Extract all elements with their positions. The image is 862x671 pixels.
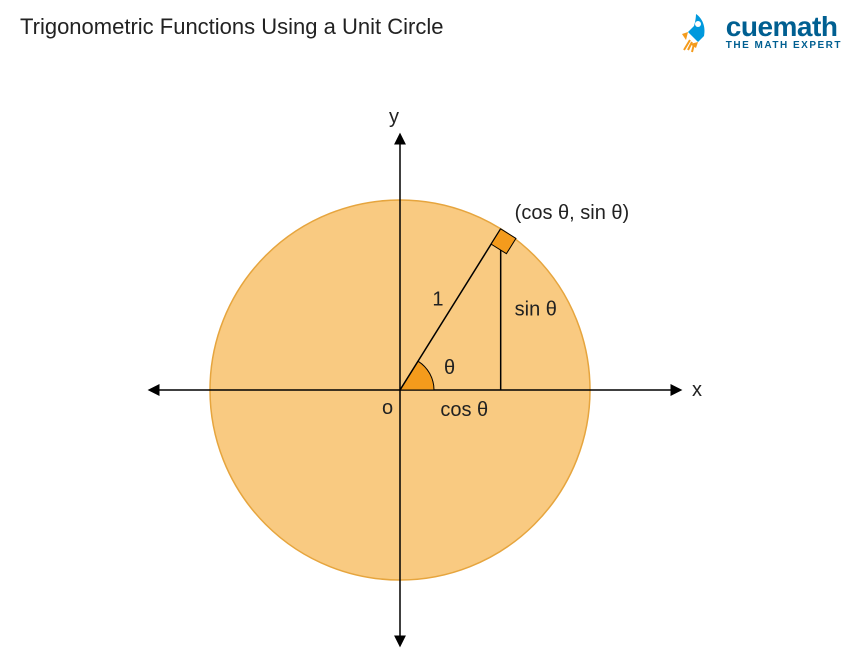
point-label: (cos θ, sin θ) xyxy=(515,202,629,224)
logo: cuemath THE MATH EXPERT xyxy=(674,10,842,54)
origin-label: o xyxy=(382,397,393,419)
radius-label: 1 xyxy=(432,288,443,310)
unit-circle-diagram: x y o θ 1 sin θ cos θ (cos θ, sin θ) xyxy=(0,50,862,670)
sin-label: sin θ xyxy=(515,298,557,320)
rocket-icon xyxy=(674,10,718,54)
angle-label: θ xyxy=(444,357,455,379)
cos-label: cos θ xyxy=(440,399,488,421)
page-title: Trigonometric Functions Using a Unit Cir… xyxy=(20,14,443,40)
y-axis-label: y xyxy=(389,106,399,128)
x-axis-label: x xyxy=(692,379,702,401)
logo-main-text: cuemath xyxy=(726,13,842,41)
